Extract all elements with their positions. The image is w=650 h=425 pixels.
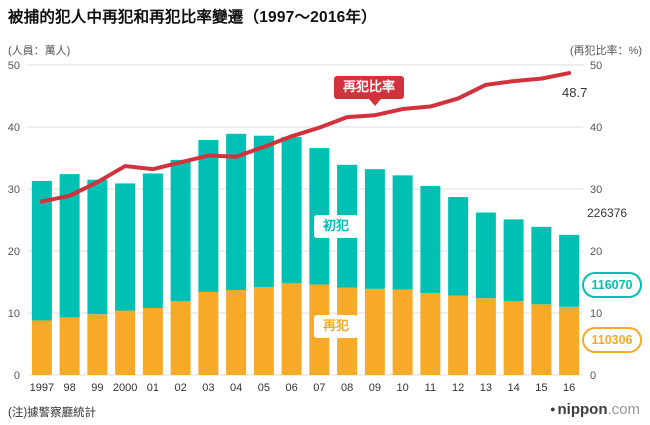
- bar-first-offenders: [87, 179, 108, 315]
- bar-first-offenders: [253, 135, 274, 287]
- bar-first-offenders: [281, 136, 302, 284]
- x-axis-tick: 06: [286, 382, 298, 394]
- bar-repeat-offenders: [59, 317, 80, 375]
- bar-first-offenders: [420, 185, 441, 294]
- repeat-final-value: 110306: [582, 327, 642, 353]
- bar-first-offenders: [198, 140, 219, 292]
- bar-first-offenders: [531, 226, 552, 305]
- bar-first-offenders: [115, 183, 136, 311]
- bar-repeat-offenders: [198, 291, 219, 375]
- x-axis-tick: 04: [230, 382, 242, 394]
- bar-repeat-offenders: [364, 288, 385, 375]
- bar-repeat-offenders: [281, 283, 302, 375]
- y-axis-tick-left: 40: [8, 122, 20, 134]
- bar-repeat-offenders: [253, 286, 274, 375]
- x-axis-tick: 1997: [30, 382, 54, 394]
- logo-name: nippon: [557, 401, 608, 418]
- y-axis-tick-right: 40: [590, 122, 602, 134]
- bar-first-offenders: [364, 169, 385, 289]
- logo-dot-icon: ●: [550, 404, 556, 414]
- bar-repeat-offenders: [475, 298, 496, 375]
- bar-first-offenders: [170, 159, 191, 302]
- nippon-logo: ● nippon.com: [550, 401, 640, 418]
- y-axis-tick-right: 0: [590, 370, 596, 382]
- x-axis-tick: 11: [425, 382, 436, 394]
- x-axis-tick: 2000: [113, 382, 137, 394]
- logo-suffix: .com: [607, 401, 640, 418]
- bar-repeat-offenders: [87, 314, 108, 375]
- y-axis-tick-right: 30: [590, 184, 602, 196]
- bar-repeat-offenders: [392, 289, 413, 375]
- y-axis-tick-right: 20: [590, 246, 602, 258]
- chart-title: 被捕的犯人中再犯和再犯比率變遷（1997～2016年）: [8, 9, 377, 26]
- bar-first-offenders: [59, 174, 80, 318]
- y-axis-tick-right: 50: [590, 60, 602, 72]
- x-axis-tick: 98: [64, 382, 76, 394]
- rate-final-value: 48.7: [562, 85, 588, 100]
- x-axis-tick: 16: [563, 382, 575, 394]
- bar-first-offenders: [142, 173, 163, 309]
- left-axis-caption: (人員：萬人): [8, 45, 71, 57]
- first-offense-label: 初犯: [314, 215, 359, 239]
- rate-line-label: 再犯比率: [334, 76, 405, 107]
- bar-repeat-offenders: [170, 301, 191, 375]
- bar-first-offenders: [392, 175, 413, 290]
- y-axis-tick-right: 10: [590, 308, 602, 320]
- bar-repeat-offenders: [531, 304, 552, 375]
- bar-repeat-offenders: [420, 293, 441, 375]
- bar-first-offenders: [559, 234, 580, 307]
- x-axis-tick: 01: [147, 382, 159, 394]
- x-axis-tick: 08: [341, 382, 353, 394]
- recidivism-rate-line: [39, 71, 572, 204]
- right-axis-caption: (再犯比率：%): [569, 45, 642, 57]
- y-axis-tick-left: 50: [8, 60, 20, 72]
- bar-repeat-offenders: [115, 310, 136, 375]
- x-axis-tick: 02: [175, 382, 187, 394]
- x-axis-tick: 09: [369, 382, 381, 394]
- total-final-value: 226376: [587, 206, 628, 220]
- x-axis-tick: 07: [313, 382, 325, 394]
- bar-repeat-offenders: [448, 295, 469, 375]
- bar-first-offenders: [31, 180, 52, 321]
- y-axis-tick-left: 30: [8, 184, 20, 196]
- first-final-value: 116070: [582, 272, 642, 298]
- y-axis-tick-left: 10: [8, 308, 20, 320]
- bar-first-offenders: [475, 212, 496, 299]
- bar-repeat-offenders: [503, 301, 524, 375]
- repeat-offense-label: 再犯: [314, 315, 359, 339]
- bar-first-offenders: [448, 197, 469, 296]
- bar-first-offenders: [226, 133, 247, 291]
- bar-first-offenders: [503, 219, 524, 302]
- x-axis-tick: 10: [397, 382, 409, 394]
- bar-repeat-offenders: [226, 290, 247, 375]
- x-axis-tick: 03: [202, 382, 214, 394]
- bar-repeat-offenders: [559, 306, 580, 375]
- source-note: (注)據警察廳統計: [8, 407, 97, 419]
- x-axis-tick: 12: [452, 382, 464, 394]
- x-axis-tick: 14: [508, 382, 520, 394]
- x-axis-tick: 05: [258, 382, 270, 394]
- x-axis-tick: 99: [91, 382, 103, 394]
- x-axis-tick: 15: [535, 382, 547, 394]
- y-axis-tick-left: 20: [8, 246, 20, 258]
- bar-repeat-offenders: [31, 320, 52, 375]
- x-axis-tick: 13: [480, 382, 492, 394]
- bar-repeat-offenders: [142, 308, 163, 375]
- y-axis-tick-left: 0: [14, 370, 20, 382]
